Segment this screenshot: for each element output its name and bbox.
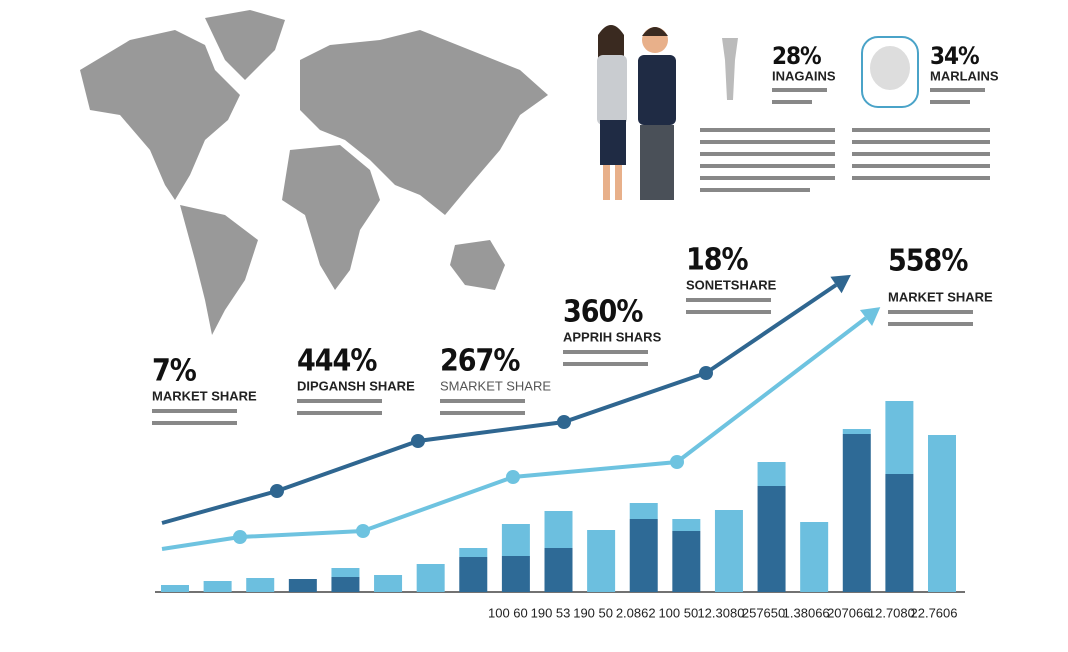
- line-marker: [270, 484, 284, 498]
- annotation-value: 267%: [440, 344, 520, 379]
- line-marker: [557, 415, 571, 429]
- bar-segment: [672, 519, 701, 531]
- filler-text: [440, 411, 525, 415]
- bar-segment: [842, 434, 871, 592]
- bar-segment: [629, 519, 658, 592]
- filler-text: [700, 88, 990, 192]
- bar-segment: [288, 579, 317, 592]
- annotation-value: 7%: [152, 354, 197, 389]
- callout-label: MARLAINS: [930, 68, 999, 83]
- x-tick-label: 12.3080: [697, 605, 744, 620]
- line: [161, 283, 838, 525]
- callout-value: 28%: [772, 42, 821, 70]
- line-marker: [699, 366, 713, 380]
- filler-text: [888, 310, 973, 314]
- filler-text: [686, 298, 771, 302]
- x-tick-label: 1.38066: [783, 605, 830, 620]
- bar-segment: [331, 577, 360, 592]
- bar-segment: [672, 531, 701, 592]
- annotation-label: MARKET SHARE: [888, 289, 993, 304]
- x-tick-label: 2.0862: [616, 605, 656, 620]
- x-tick-label: 190 50: [573, 605, 613, 620]
- annotation-label: SMARKET SHARE: [440, 378, 551, 393]
- implant-icon: [722, 38, 738, 100]
- line-marker: [411, 434, 425, 448]
- filler-text: [563, 362, 648, 366]
- annotation-label: DIPGANSH SHARE: [297, 378, 415, 393]
- filler-text: [152, 421, 237, 425]
- bar-segment: [501, 524, 530, 556]
- annotation-label: APPRIH SHARS: [563, 329, 662, 344]
- annotation-value: 360%: [563, 295, 643, 330]
- filler-text: [440, 399, 525, 403]
- x-tick-label: 22.7606: [911, 605, 958, 620]
- x-tick-label: 100 50: [658, 605, 698, 620]
- bar-segment: [246, 578, 275, 592]
- filler-text: [152, 409, 237, 413]
- filler-text: [297, 399, 382, 403]
- bar-segment: [416, 564, 445, 592]
- callout-value: 34%: [930, 42, 979, 70]
- bar-segment: [544, 511, 573, 548]
- bar-segment: [757, 462, 786, 486]
- x-tick-label: 100 60: [488, 605, 528, 620]
- x-tick-label: 257650: [742, 605, 785, 620]
- filler-text: [686, 310, 771, 314]
- annotation-value: 444%: [297, 344, 377, 379]
- arrow-head: [859, 307, 881, 326]
- bar-segment: [587, 530, 616, 592]
- bar-segment: [161, 585, 189, 592]
- line-marker: [670, 455, 684, 469]
- bar-segment: [928, 435, 956, 592]
- bar-segment: [714, 510, 743, 592]
- bar-segment: [885, 474, 914, 592]
- x-tick-label: 12.7080: [868, 605, 915, 620]
- line-marker: [233, 530, 247, 544]
- bar-segment: [842, 429, 871, 434]
- annotation-value: 18%: [686, 243, 749, 278]
- bar-segment: [757, 486, 786, 592]
- world-map: [80, 10, 548, 335]
- bar-segment: [885, 401, 914, 474]
- bar-segment: [203, 581, 232, 592]
- annotation-label: SONETSHARE: [686, 277, 777, 292]
- x-tick-label: 207066: [827, 605, 870, 620]
- annotation-label: MARKET SHARE: [152, 388, 257, 403]
- bar-segment: [501, 556, 530, 592]
- skull-icon: [861, 36, 919, 108]
- line-marker: [506, 470, 520, 484]
- arrow-head: [830, 274, 851, 294]
- people-illustration: [597, 25, 676, 200]
- filler-text: [563, 350, 648, 354]
- bar-segment: [374, 575, 403, 592]
- bar-segment: [629, 503, 658, 519]
- x-tick-label: 190 53: [531, 605, 571, 620]
- bar-segment: [459, 548, 488, 557]
- bar-segment: [800, 522, 829, 592]
- filler-text: [888, 322, 973, 326]
- bar-segment: [331, 568, 360, 577]
- line: [161, 316, 868, 551]
- bar-segment: [544, 548, 573, 592]
- line-marker: [356, 524, 370, 538]
- annotation-value: 558%: [888, 244, 968, 279]
- filler-text: [297, 411, 382, 415]
- callout-label: INAGAINS: [772, 68, 836, 83]
- bar-segment: [459, 557, 488, 592]
